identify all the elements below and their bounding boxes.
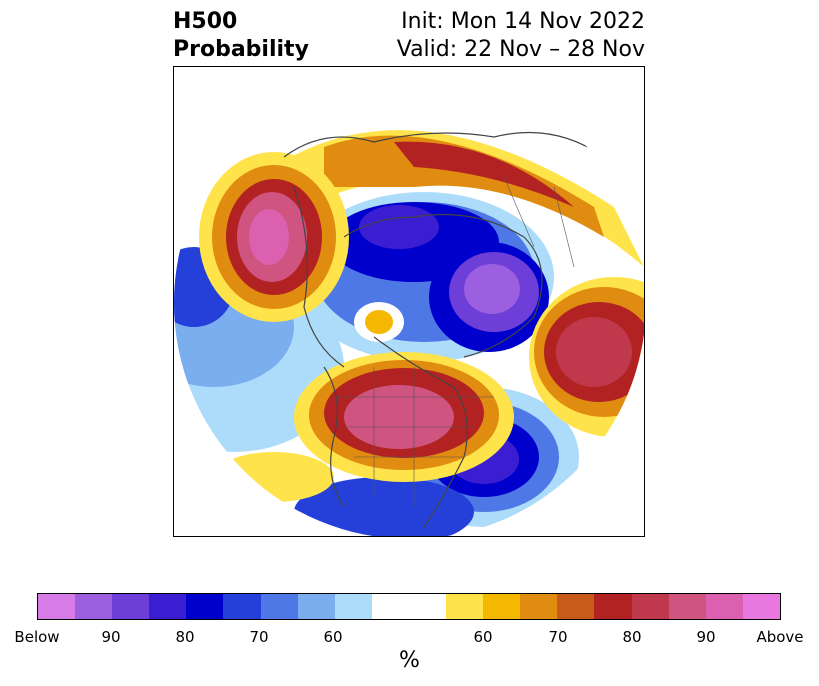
colorbar: [37, 593, 781, 620]
colorbar-swatch: [631, 594, 669, 619]
colorbar-swatch: [742, 594, 780, 619]
title-right: Init: Mon 14 Nov 2022 Valid: 22 Nov – 28…: [397, 8, 645, 64]
colorbar-tick-label: 60: [323, 628, 343, 646]
colorbar-tick-label: 90: [696, 628, 716, 646]
colorbar-swatch: [408, 594, 447, 619]
colorbar-swatch: [223, 594, 261, 619]
colorbar-swatch: [557, 594, 595, 619]
valid-range: Valid: 22 Nov – 28 Nov: [396, 37, 645, 62]
colorbar-swatch: [186, 594, 224, 619]
colorbar-swatch: [149, 594, 187, 619]
colorbar-swatch: [334, 594, 372, 619]
map-disk: [174, 67, 644, 536]
colorbar-tick-label: 60: [473, 628, 493, 646]
above-normal-west: [199, 152, 349, 322]
colorbar-ticks: Below 90 80 70 60 60 70 80 90 Above: [0, 628, 819, 648]
colorbar-swatch: [594, 594, 632, 619]
coastlines: [283, 131, 605, 528]
colorbar-swatch: [446, 594, 484, 619]
colorbar-swatch: [668, 594, 706, 619]
colorbar-swatch: [520, 594, 558, 619]
colorbar-swatch: [112, 594, 150, 619]
probability-map: [174, 67, 644, 536]
title-type: Probability: [173, 37, 309, 62]
colorbar-tick-label: 80: [175, 628, 195, 646]
colorbar-swatch: [297, 594, 335, 619]
colorbar-tick-label: 70: [548, 628, 568, 646]
colorbar-tick-label: Above: [756, 628, 804, 646]
colorbar-tick-label: 80: [622, 628, 642, 646]
colorbar-tick-label: 70: [249, 628, 269, 646]
colorbar-swatch: [75, 594, 113, 619]
colorbar-swatch: [483, 594, 521, 619]
colorbar-tick-label: Below: [14, 628, 60, 646]
colorbar-tick-label: 90: [101, 628, 121, 646]
above-normal-north-america: [214, 352, 514, 512]
above-normal-northern-ring: [274, 130, 644, 267]
map-frame: [173, 66, 645, 537]
borders: [334, 176, 575, 507]
colorbar-swatch: [38, 594, 76, 619]
init-date: Init: Mon 14 Nov 2022: [401, 9, 645, 34]
colorbar-unit: %: [399, 648, 420, 673]
colorbar-swatch: [371, 594, 409, 619]
colorbar-swatch: [705, 594, 743, 619]
colorbar-swatch: [260, 594, 298, 619]
title-left: H500 Probability: [173, 8, 309, 64]
title-variable: H500: [173, 9, 238, 34]
